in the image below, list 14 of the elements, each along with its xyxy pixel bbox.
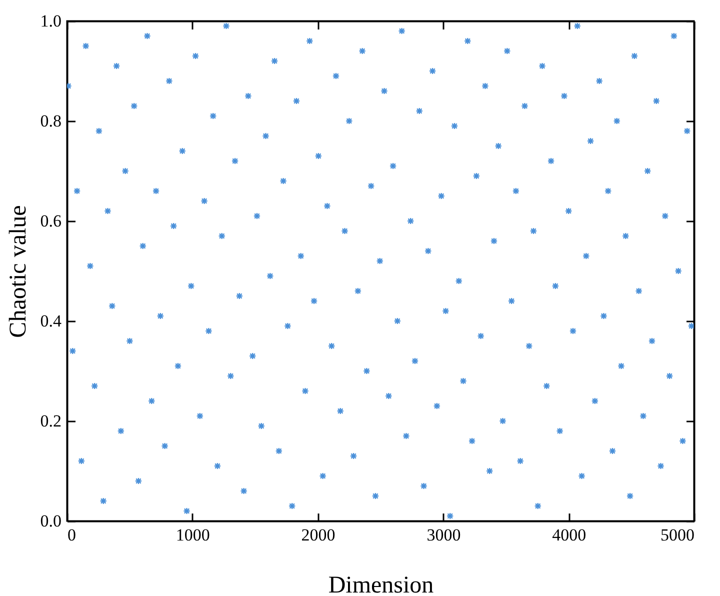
y-tick-label: 0.4 <box>40 312 62 330</box>
x-axis-title: Dimension <box>328 572 434 596</box>
y-tick-label: 1.0 <box>40 12 62 30</box>
x-tick-label: 3000 <box>426 526 461 544</box>
x-tick-label: 4000 <box>552 526 586 544</box>
x-tick-label: 5000 <box>660 526 694 544</box>
y-tick-label: 0.2 <box>40 412 62 430</box>
x-tick-label: 1000 <box>176 526 210 544</box>
y-tick-label: 0.6 <box>40 212 62 230</box>
y-tick-label: 0.0 <box>40 512 62 530</box>
x-tick-label: 0 <box>68 526 76 544</box>
y-tick-label: 0.8 <box>40 112 62 130</box>
x-tick-label: 2000 <box>301 526 336 544</box>
y-axis-title: Chaotic value <box>5 205 32 338</box>
